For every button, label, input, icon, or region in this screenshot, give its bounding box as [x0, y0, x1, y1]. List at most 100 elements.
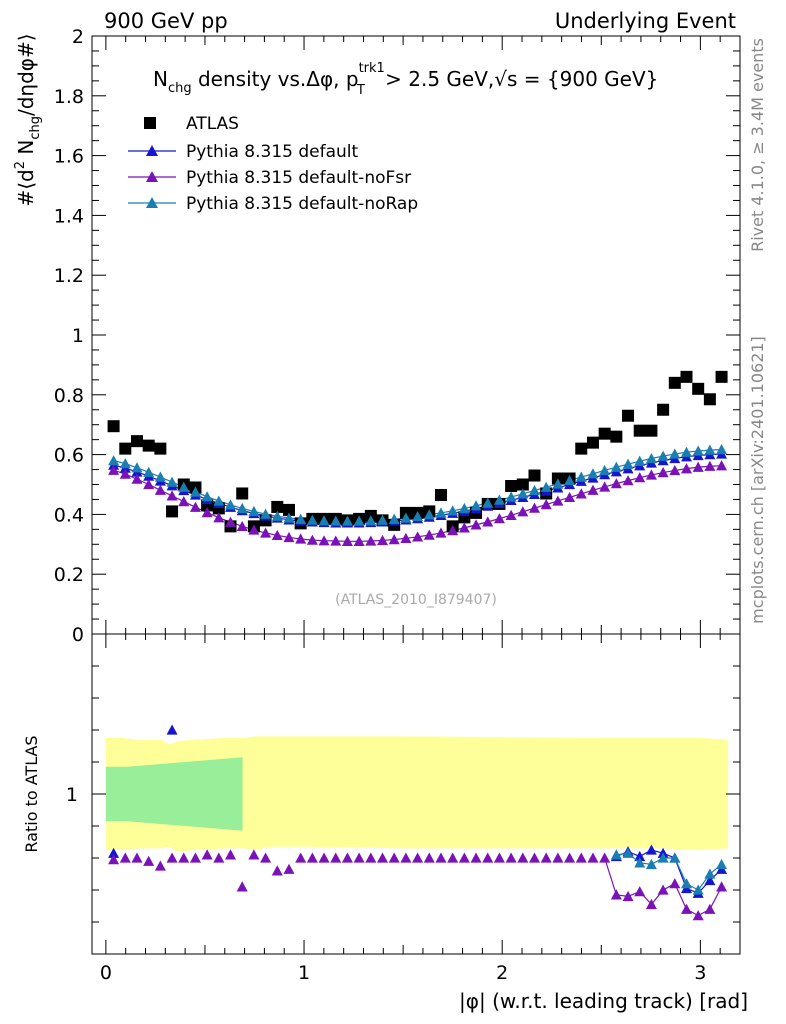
pythia-point-2	[271, 529, 283, 541]
pythia-point-2	[529, 502, 541, 513]
ratio-point-1	[587, 852, 599, 863]
ratio-point-1	[213, 852, 225, 863]
main-ytick-label: 0.6	[54, 445, 84, 467]
pythia-point-2	[552, 495, 564, 506]
ratio-point-0	[634, 850, 646, 862]
pythia-point-3	[353, 515, 365, 526]
ratio-line-0	[616, 849, 722, 894]
atlas-point	[645, 424, 658, 437]
ratio-point-1	[622, 890, 634, 902]
pythia-point-2	[143, 479, 155, 490]
ratio-point-1	[412, 852, 424, 863]
ratio-point-1	[201, 849, 213, 860]
pythia-point-2	[505, 509, 517, 520]
main-ytick-label: 0.2	[54, 564, 84, 586]
pythia-point-3	[634, 455, 646, 466]
ratio-point-1	[131, 852, 143, 863]
pythia-point-3	[493, 494, 505, 505]
pythia-point-2	[692, 461, 704, 472]
pythia-point-3	[248, 505, 260, 517]
pythia-point-2	[377, 534, 389, 546]
ylabel-chg: chg	[28, 116, 43, 140]
pythia-point-2	[400, 532, 412, 543]
pythia-point-3	[458, 502, 470, 514]
pythia-point-3	[552, 478, 564, 489]
pythia-point-3	[610, 461, 622, 472]
main-ytick-label: 0.8	[54, 385, 84, 407]
ratio-point-1	[529, 852, 541, 863]
pythia-point-2	[248, 524, 260, 535]
pythia-point-2	[435, 527, 447, 538]
pythia-point-3	[423, 509, 435, 520]
ratio-point-1	[318, 852, 330, 863]
pythia-point-2	[365, 535, 377, 546]
pythia-point-2	[645, 469, 657, 480]
ratio-point-1	[166, 852, 178, 863]
ratio-point-1	[143, 855, 155, 866]
ratio-point-1	[330, 852, 342, 863]
atlas-point	[271, 500, 284, 513]
pythia-point-2	[166, 490, 178, 501]
ratio-band-stat	[105, 757, 243, 831]
legend-marker-norap	[146, 197, 158, 208]
pythia-point-3	[271, 510, 283, 521]
pythia-point-3	[517, 488, 529, 499]
atlas-point	[610, 430, 623, 443]
pythia-point-3	[119, 458, 131, 469]
ratio-xtick-label: 0	[100, 962, 112, 984]
atlas-point	[434, 488, 447, 501]
ratio-point-1	[447, 852, 459, 863]
ratio-plot: 1 0 1 2 3 Ratio to ATLAS |φ| (w.r.t. leadin…	[22, 633, 748, 1013]
ratio-point-1	[400, 852, 412, 863]
main-ytick-label: 1.6	[54, 146, 84, 168]
ratio-point-1	[189, 852, 201, 863]
pythia-point-3	[599, 464, 611, 476]
ratio-point-1	[225, 849, 237, 860]
ratio-point-1	[517, 852, 529, 863]
pythia-point-3	[482, 497, 494, 508]
main-ytick-label: 1.8	[54, 86, 84, 108]
ratio-xticks: 0 1 2 3	[100, 634, 721, 984]
pythia-point-2	[108, 464, 120, 475]
ratio-point-1	[482, 852, 494, 863]
atlas-point	[107, 420, 120, 433]
ratio-point-2	[622, 847, 634, 858]
ratio-point-1	[634, 886, 646, 897]
pythia-point-2	[341, 535, 353, 546]
atlas-point	[236, 487, 249, 500]
pythia-point-2	[564, 491, 576, 503]
legend-marker-nofsr	[146, 171, 158, 182]
pythia-point-2	[306, 534, 318, 545]
pythia-point-2	[295, 533, 307, 544]
pythia-point-2	[236, 520, 248, 532]
pythia-point-2	[388, 534, 400, 545]
ratio-yticks: 1	[66, 665, 740, 923]
atlas-point	[130, 435, 143, 448]
atlas-point	[119, 442, 132, 455]
main-yticks: 0 0.2 0.4 0.6 0.8 1 1.2 1.4 1.6 1.8 2	[54, 26, 740, 646]
ratio-point-1	[669, 878, 681, 889]
rivet-label: Rivet 4.1.0, ≥ 3.4M events	[748, 38, 767, 252]
pythia-point-3	[388, 513, 400, 524]
analysis-watermark: (ATLAS_2010_I879407)	[335, 592, 497, 608]
atlas-point	[575, 442, 588, 455]
pythia-point-3	[622, 458, 634, 469]
ratio-point-1	[692, 910, 704, 921]
ratio-point-1	[295, 852, 307, 863]
pythia-point-3	[318, 515, 330, 526]
pythia-point-2	[669, 464, 681, 476]
pythia-point-3	[564, 474, 576, 485]
title-mid: density vs.	[192, 67, 307, 91]
legend-label-nofsr: Pythia 8.315 default-noFsr	[186, 168, 411, 188]
pythia-point-3	[412, 510, 424, 522]
pythia-point-2	[447, 525, 459, 536]
pythia-point-2	[704, 460, 716, 471]
ratio-point-1	[283, 863, 295, 874]
title-dphi: Δφ	[306, 67, 333, 91]
ratio-point-1	[680, 903, 692, 914]
ratio-point-1	[458, 852, 470, 863]
main-title: Nchg density vs.Δφ, ptrk1 T > 2.5 GeV,√s …	[153, 61, 658, 98]
ylabel-b: N	[14, 140, 38, 161]
atlas-point	[633, 424, 646, 437]
ratio-point-2	[657, 852, 669, 863]
